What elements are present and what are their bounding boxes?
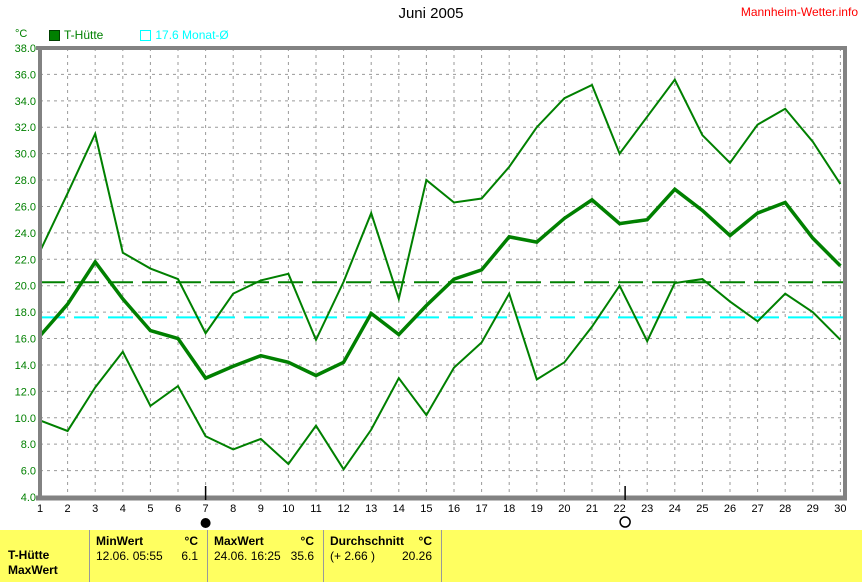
svg-text:24.0: 24.0: [15, 228, 36, 240]
minwert-value: 6.1: [181, 549, 198, 563]
svg-text:7: 7: [203, 503, 209, 515]
table-separator: [89, 530, 90, 582]
svg-text:22.0: 22.0: [15, 254, 36, 266]
svg-text:30: 30: [834, 503, 846, 515]
svg-text:8: 8: [230, 503, 236, 515]
svg-text:28.0: 28.0: [15, 175, 36, 187]
svg-text:6.0: 6.0: [21, 466, 36, 478]
stats-col-durchschnitt: Durchschnitt °C (+ 2.66 ) 20.26: [323, 530, 441, 582]
maxwert-unit: °C: [300, 534, 314, 548]
maxwert-datetime: 24.06. 16:25: [214, 549, 281, 563]
svg-text:26: 26: [724, 503, 736, 515]
svg-text:16: 16: [448, 503, 460, 515]
table-separator: [207, 530, 208, 582]
series-lines: [38, 77, 842, 472]
chart-frame: [36, 46, 847, 501]
full-moon-icon: [619, 486, 631, 528]
svg-text:34.0: 34.0: [15, 96, 36, 108]
stats-col-maxwert: MaxWert °C 24.06. 16:25 35.6: [207, 530, 323, 582]
y-axis-unit-label: °C: [15, 28, 28, 40]
minwert-header: MinWert: [96, 534, 144, 548]
svg-text:32.0: 32.0: [15, 122, 36, 134]
svg-text:14: 14: [393, 503, 405, 515]
svg-text:10: 10: [282, 503, 294, 515]
svg-text:38.0: 38.0: [15, 43, 36, 55]
legend-monthly-avg-label: 17.6 Monat-Ø: [155, 28, 229, 42]
table-separator: [441, 530, 442, 582]
new-moon-icon: [200, 486, 211, 528]
vertical-gridlines: [67, 48, 841, 497]
svg-text:14.0: 14.0: [15, 360, 36, 372]
durchschnitt-delta: (+ 2.66 ): [330, 549, 376, 563]
svg-text:17: 17: [475, 503, 487, 515]
svg-text:27: 27: [751, 503, 763, 515]
svg-text:21: 21: [586, 503, 598, 515]
svg-text:36.0: 36.0: [15, 69, 36, 81]
svg-text:30.0: 30.0: [15, 149, 36, 161]
page-title: Juni 2005: [398, 5, 464, 22]
svg-text:11: 11: [310, 503, 321, 515]
svg-text:15: 15: [420, 503, 432, 515]
svg-text:16.0: 16.0: [15, 334, 36, 346]
svg-text:22: 22: [613, 503, 625, 515]
svg-text:28: 28: [779, 503, 791, 515]
svg-text:4.0: 4.0: [21, 492, 36, 504]
svg-text:1: 1: [37, 503, 43, 515]
svg-text:18.0: 18.0: [15, 307, 36, 319]
durchschnitt-header: Durchschnitt: [330, 534, 405, 548]
svg-text:12.0: 12.0: [15, 386, 36, 398]
svg-text:24: 24: [669, 503, 681, 515]
svg-text:3: 3: [92, 503, 98, 515]
brand-link[interactable]: Mannheim-Wetter.info: [740, 5, 858, 19]
series-max-line: [39, 77, 842, 343]
minwert-datetime: 12.06. 05:55: [96, 549, 163, 563]
stats-col-minwert: MinWert °C 12.06. 05:55 6.1: [89, 530, 207, 582]
maxwert-header: MaxWert: [214, 534, 264, 548]
svg-text:18: 18: [503, 503, 515, 515]
svg-text:20: 20: [558, 503, 570, 515]
svg-text:10.0: 10.0: [15, 413, 36, 425]
durchschnitt-unit: °C: [418, 534, 432, 548]
series-swatch-icon: [49, 29, 60, 41]
svg-text:13: 13: [365, 503, 377, 515]
svg-text:9: 9: [258, 503, 264, 515]
stats-series-label: T-Hütte: [8, 548, 50, 562]
series-mean-line: [38, 186, 842, 381]
maxwert-value: 35.6: [290, 549, 314, 563]
stats-row-labels: T-Hütte MaxWert: [0, 530, 89, 582]
svg-text:12: 12: [337, 503, 349, 515]
monthly-avg-swatch-icon: [140, 29, 152, 41]
svg-text:23: 23: [641, 503, 653, 515]
x-tick-labels: 1 2 3 4 5 6 7 8 9 10 11 12 13 14 15 16 17 18 19 20 21 22 23 24 2…: [37, 503, 847, 515]
reference-lines: [40, 281, 845, 319]
series-min-line: [39, 278, 842, 472]
y-tick-labels: 38.0 36.0 34.0 32.0 30.0 28.0 26.0 24.0 22.0 20.0…: [15, 43, 36, 504]
svg-text:26.0: 26.0: [15, 201, 36, 213]
durchschnitt-value: 20.26: [401, 549, 432, 563]
svg-text:2: 2: [65, 503, 71, 515]
legend-series-label: T-Hütte: [64, 28, 104, 42]
svg-text:29: 29: [807, 503, 819, 515]
chart-legend: T-Hütte 17.6 Monat-Ø: [49, 28, 229, 42]
svg-text:8.0: 8.0: [21, 439, 36, 451]
table-separator: [323, 530, 324, 582]
stats-table: T-Hütte MaxWert MinWert °C 12.06. 05:55 …: [0, 530, 862, 582]
temperature-line-chart: 38.036.034.032.030.028.026.024.022.020.0…: [15, 43, 847, 528]
svg-text:25: 25: [696, 503, 708, 515]
svg-text:19: 19: [531, 503, 543, 515]
svg-text:4: 4: [120, 503, 126, 515]
svg-text:5: 5: [147, 503, 153, 515]
svg-text:6: 6: [175, 503, 181, 515]
stats-maxwert-label: MaxWert: [8, 563, 58, 577]
minwert-unit: °C: [184, 534, 198, 548]
svg-text:20.0: 20.0: [15, 281, 36, 293]
